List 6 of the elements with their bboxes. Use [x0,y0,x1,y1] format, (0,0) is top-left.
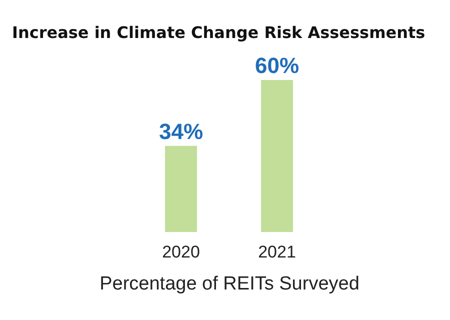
data-label: 34% [158,118,204,144]
x-axis-title: Percentage of REITs Surveyed [100,274,360,294]
x-tick-label: 2020 [162,242,200,262]
x-tick-label: 2021 [258,242,296,262]
data-label: 60% [254,53,300,78]
chart-title: Increase in Climate Change Risk Assessments [12,23,426,42]
